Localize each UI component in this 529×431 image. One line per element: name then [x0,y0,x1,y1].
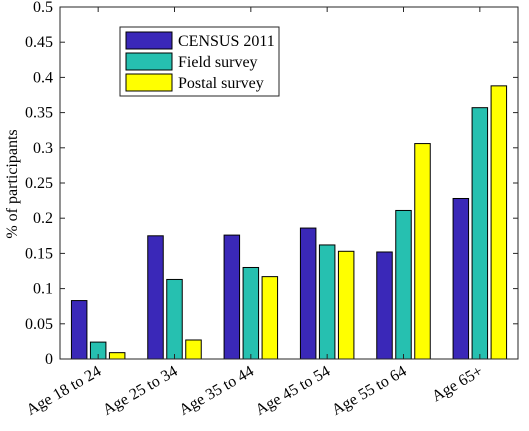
bar [223,234,241,360]
bars [70,85,508,360]
bar [70,300,88,360]
bar [452,197,470,360]
bar [147,235,164,360]
y-axis-label: % of participants [4,129,21,238]
y-tick-label: 0.2 [33,210,53,227]
y-tick-label: 0.3 [33,140,53,157]
bar [185,339,202,360]
bar [261,276,279,360]
x-tick-label: Age 25 to 34 [100,363,180,419]
bar [318,244,336,360]
y-tick-label: 0.15 [25,245,53,262]
bar [108,352,126,360]
bar [299,227,317,360]
bar [242,266,260,360]
bar [166,278,183,360]
bar [376,251,393,360]
y-tick-label: 0.25 [25,175,53,192]
y-tick-label: 0.5 [33,0,53,16]
y-tick-label: 0.05 [25,316,53,333]
x-tick-label: Age 35 to 44 [176,363,256,419]
legend-label: Postal survey [178,75,264,92]
legend-swatch [125,73,173,92]
bar [490,85,508,360]
x-tick-label: Age 18 to 24 [24,363,104,419]
y-tick-label: 0.1 [33,281,53,298]
bar [395,209,412,360]
legend: CENSUS 2011 Field survey Postal survey [119,26,280,97]
legend-swatch [125,31,173,50]
y-tick-label: 0 [45,351,53,368]
bar [471,107,489,360]
y-tick-label: 0.45 [25,34,53,51]
legend-swatch [125,52,173,71]
bar [414,143,431,360]
bar [337,250,355,360]
legend-label: CENSUS 2011 [178,33,275,50]
x-tick-label: Age 55 to 64 [329,363,409,419]
x-tick-label: Age 65+ [429,363,486,406]
legend-label: Field survey [178,54,258,71]
y-tick-label: 0.4 [33,69,53,86]
x-tick-label: Age 45 to 54 [253,363,333,419]
y-tick-label: 0.35 [25,105,53,122]
y-axis: 0 0.05 0.1 0.15 0.2 0.25 0.3 0.35 0.4 0.45 0.5 [25,0,518,368]
